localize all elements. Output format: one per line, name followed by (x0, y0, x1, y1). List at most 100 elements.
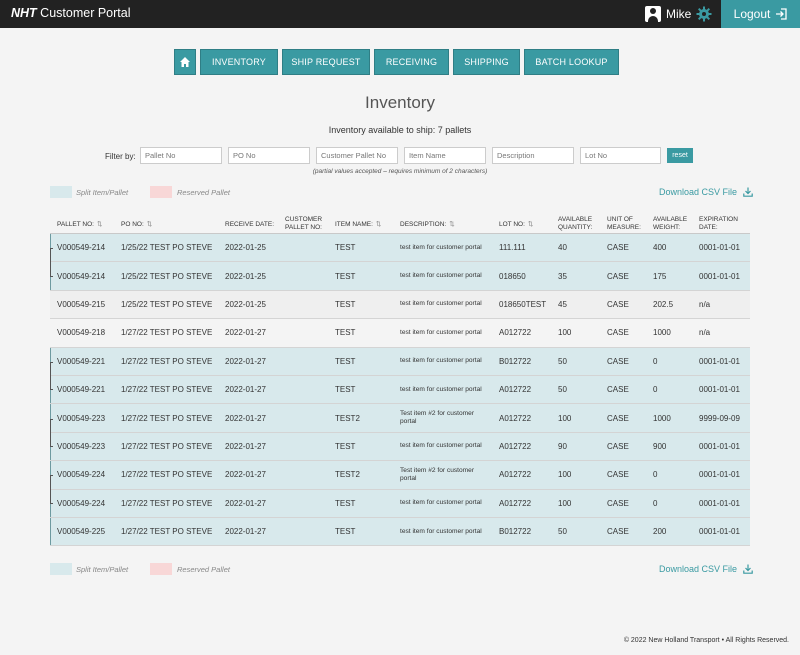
cell-unit-of-measure: CASE (607, 243, 629, 253)
brand-logo[interactable]: NHT Customer Portal (11, 6, 130, 20)
cell-expiration-date: 0001-01-01 (699, 470, 740, 480)
download-csv-link-bottom[interactable]: Download CSV File (659, 564, 753, 574)
cell-available-quantity: 100 (558, 328, 572, 338)
cell-unit-of-measure: CASE (607, 413, 629, 423)
logout-button[interactable]: Logout (721, 0, 800, 28)
cell-po-no: 1/27/22 TEST PO STEVE (121, 441, 213, 451)
split-group-bracket (50, 475, 53, 504)
cell-expiration-date: n/a (699, 328, 711, 338)
col-available-weight: AVAILABLE WEIGHT: (653, 216, 688, 231)
sort-icon[interactable]: ⇅ (96, 221, 103, 228)
user-menu[interactable]: Mike (645, 5, 691, 23)
cell-receive-date: 2022-01-27 (225, 441, 266, 451)
cell-item-name: TEST (335, 299, 356, 309)
home-button[interactable] (174, 49, 196, 75)
reset-button[interactable]: reset (667, 148, 693, 163)
po-no-filter[interactable] (228, 147, 310, 164)
username: Mike (666, 7, 692, 21)
brand-text: Customer Portal (36, 6, 131, 20)
nav-inventory[interactable]: INVENTORY (200, 49, 278, 75)
cell-receive-date: 2022-01-25 (225, 243, 266, 253)
cell-description: test item for customer portal (400, 243, 482, 251)
col-lot-no[interactable]: LOT NO: ⇅ (499, 221, 533, 229)
col-receive-date: RECEIVE DATE: (225, 221, 275, 228)
cell-po-no: 1/25/22 TEST PO STEVE (121, 243, 213, 253)
customer-pallet-no-filter[interactable] (316, 147, 398, 164)
cell-pallet-no: V000549-224 (57, 470, 106, 480)
footer-copyright: © 2022 New Holland Transport • All Right… (623, 637, 789, 644)
nav-batch-lookup[interactable]: BATCH LOOKUP (524, 49, 619, 75)
available-summary: Inventory available to ship: 7 pallets (328, 125, 472, 135)
cell-available-weight: 900 (653, 441, 667, 451)
cell-item-name: TEST (335, 271, 356, 281)
cell-pallet-no: V000549-223 (57, 441, 106, 451)
sort-icon[interactable]: ⇅ (146, 221, 153, 228)
split-swatch (50, 563, 72, 575)
cell-item-name: TEST (335, 356, 356, 366)
table-row[interactable]: V000549-224 1/27/22 TEST PO STEVE 2022-01-… (50, 489, 750, 518)
cell-lot-no: 018650 (499, 271, 526, 281)
nav-receiving[interactable]: RECEIVING (374, 49, 449, 75)
sort-icon[interactable]: ⇅ (527, 221, 534, 228)
cell-receive-date: 2022-01-27 (225, 527, 266, 537)
table-body: V000549-214 1/25/22 TEST PO STEVE 2022-01-… (50, 234, 750, 547)
cell-unit-of-measure: CASE (607, 356, 629, 366)
cell-receive-date: 2022-01-27 (225, 498, 266, 508)
table-row[interactable]: V000549-224 1/27/22 TEST PO STEVE 2022-01-… (50, 461, 750, 490)
cell-available-quantity: 45 (558, 299, 567, 309)
cell-item-name: TEST (335, 328, 356, 338)
table-row[interactable]: V000549-221 1/27/22 TEST PO STEVE 2022-01-… (50, 375, 750, 405)
cell-available-quantity: 50 (558, 356, 567, 366)
col-description[interactable]: DESCRIPTION: ⇅ (400, 221, 455, 229)
cell-expiration-date: 0001-01-01 (699, 271, 740, 281)
lot-no-filter[interactable] (580, 147, 661, 164)
cell-pallet-no: V000549-225 (57, 527, 106, 537)
cell-pallet-no: V000549-214 (57, 243, 106, 253)
cell-po-no: 1/27/22 TEST PO STEVE (121, 385, 213, 395)
table-row[interactable]: V000549-223 1/27/22 TEST PO STEVE 2022-01-… (50, 404, 750, 433)
table-row[interactable]: V000549-218 1/27/22 TEST PO STEVE 2022-01-… (50, 319, 750, 348)
cell-available-quantity: 40 (558, 243, 567, 253)
description-filter[interactable] (492, 147, 574, 164)
cell-expiration-date: 0001-01-01 (699, 356, 740, 366)
col-label: DESCRIPTION: (400, 221, 447, 228)
split-group-bracket (50, 418, 53, 447)
table-row[interactable]: V000549-215 1/25/22 TEST PO STEVE 2022-01-… (50, 290, 750, 320)
sort-icon[interactable]: ⇅ (375, 221, 382, 228)
nav-ship-request[interactable]: SHIP REQUEST (282, 49, 370, 75)
cell-po-no: 1/27/22 TEST PO STEVE (121, 527, 213, 537)
cell-available-quantity: 90 (558, 441, 567, 451)
col-label: PO NO: (121, 221, 144, 228)
cell-expiration-date: 0001-01-01 (699, 498, 740, 508)
cell-unit-of-measure: CASE (607, 498, 629, 508)
col-customer-pallet-no: CUSTOMER PALLET NO: (285, 216, 323, 231)
cell-receive-date: 2022-01-27 (225, 385, 266, 395)
cell-receive-date: 2022-01-27 (225, 470, 266, 480)
cell-available-quantity: 100 (558, 413, 572, 423)
cell-lot-no: 111.111 (499, 243, 526, 253)
item-name-filter[interactable] (404, 147, 486, 164)
gear-icon[interactable] (696, 6, 712, 22)
cell-item-name: TEST (335, 243, 356, 253)
download-icon (743, 564, 753, 574)
table-row[interactable]: V000549-214 1/25/22 TEST PO STEVE 2022-01-… (50, 234, 750, 263)
col-pallet-no[interactable]: PALLET NO: ⇅ (57, 221, 102, 229)
table-row[interactable]: V000549-221 1/27/22 TEST PO STEVE 2022-01-… (50, 347, 750, 376)
cell-pallet-no: V000549-223 (57, 413, 106, 423)
table-row[interactable]: V000549-223 1/27/22 TEST PO STEVE 2022-01-… (50, 432, 750, 462)
split-legend-label: Split Item/Pallet (76, 564, 129, 574)
cell-unit-of-measure: CASE (607, 299, 629, 309)
col-po-no[interactable]: PO NO: ⇅ (121, 221, 152, 229)
sort-icon[interactable]: ⇅ (449, 221, 455, 228)
cell-lot-no: A012722 (499, 385, 532, 395)
cell-po-no: 1/25/22 TEST PO STEVE (121, 299, 213, 309)
cell-pallet-no: V000549-224 (57, 498, 106, 508)
download-csv-link-top[interactable]: Download CSV File (659, 187, 753, 197)
nav-shipping[interactable]: SHIPPING (453, 49, 520, 75)
legend-bottom: Split Item/Pallet Reserved Pallet (50, 563, 230, 575)
col-item-name[interactable]: ITEM NAME: ⇅ (335, 221, 381, 229)
table-row[interactable]: V000549-225 1/27/22 TEST PO STEVE 2022-01-… (50, 517, 750, 547)
pallet-no-filter[interactable] (140, 147, 222, 164)
table-row[interactable]: V000549-214 1/25/22 TEST PO STEVE 2022-01-… (50, 262, 750, 291)
cell-lot-no: A012722 (499, 470, 532, 480)
